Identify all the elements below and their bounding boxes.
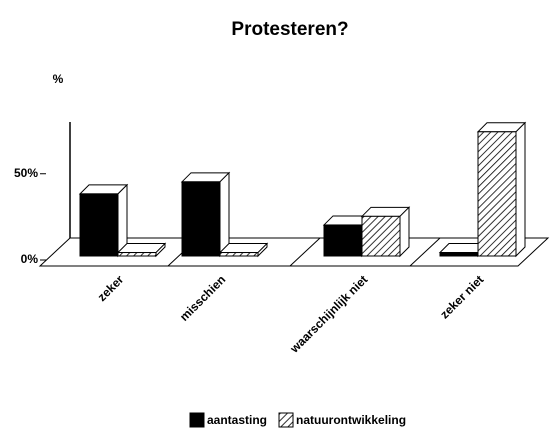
bar — [181, 181, 221, 257]
bar — [439, 252, 479, 257]
legend-swatch — [189, 412, 205, 428]
floor — [38, 237, 550, 267]
y-tick-label: 0% — [21, 252, 39, 266]
x-tick-label: zeker niet — [437, 272, 486, 321]
chart-title: Protesteren? — [231, 19, 348, 40]
bar — [219, 252, 259, 257]
y-tick-label: 50% — [14, 166, 38, 180]
bar — [477, 131, 517, 257]
x-tick-label: zeker — [95, 272, 127, 304]
bar-side — [219, 171, 230, 258]
divider — [409, 237, 441, 267]
bar — [79, 193, 119, 257]
legend: aantasting natuurontwikkeling — [189, 412, 406, 428]
bar — [361, 215, 401, 257]
legend-swatch — [278, 412, 294, 428]
x-tick-label: misschien — [177, 272, 228, 323]
bar — [323, 224, 363, 257]
legend-label: aantasting — [207, 413, 267, 427]
bar-side — [399, 206, 410, 258]
y-axis-label: % — [53, 72, 64, 86]
x-tick-label: waarschijnlijk niet — [287, 272, 371, 356]
legend-label: natuurontwikkeling — [296, 413, 406, 427]
bar — [117, 252, 157, 257]
bar-side — [515, 121, 526, 258]
divider — [289, 237, 321, 267]
